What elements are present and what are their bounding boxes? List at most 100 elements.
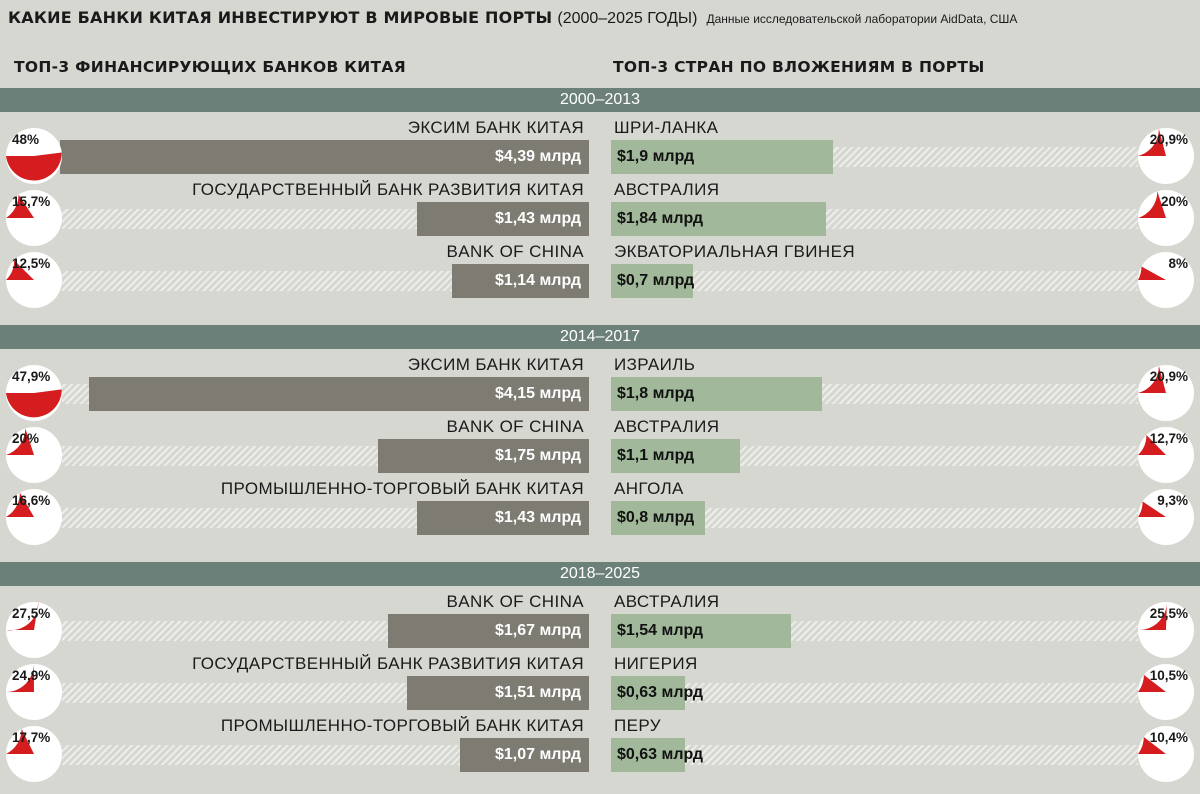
country-bar: [611, 140, 834, 174]
country-value-label: $0,7 млрд: [617, 272, 695, 289]
country-share-label: 20%: [1160, 194, 1188, 209]
country-share-pie: [1138, 664, 1194, 720]
bank-share-pie-slice: [6, 152, 62, 181]
country-share-label: 20,9%: [1149, 132, 1188, 147]
bank-value-label: $1,43 млрд: [494, 210, 581, 227]
bank-share-pie-slice: [6, 428, 34, 455]
bank-value-label: $4,39 млрд: [494, 148, 581, 165]
country-hatch-guide: [833, 147, 1138, 167]
bank-share-pie: [6, 664, 62, 720]
bank-value-label: $4,15 млрд: [494, 385, 581, 402]
bank-name-label: ГОСУДАРСТВЕННЫЙ БАНК РАЗВИТИЯ КИТАЯ: [192, 654, 584, 673]
bank-share-label: 27,5%: [12, 606, 51, 621]
country-share-pie-slice: [1138, 602, 1167, 631]
country-value-label: $0,63 млрд: [617, 684, 704, 701]
bank-bar: [416, 202, 589, 236]
country-hatch-guide: [684, 745, 1138, 765]
bank-share-pie: [6, 602, 62, 658]
country-value-label: $0,8 млрд: [617, 509, 695, 526]
country-share-pie-slice: [1138, 434, 1166, 455]
country-bar: [611, 377, 822, 411]
title-main: КАКИЕ БАНКИ КИТАЯ ИНВЕСТИРУЮТ В МИРОВЫЕ …: [8, 8, 553, 27]
bank-share-pie-slice: [6, 194, 34, 218]
bank-bar: [460, 738, 589, 772]
country-name-label: АВСТРАЛИЯ: [614, 592, 720, 611]
country-bar: [611, 202, 827, 236]
country-value-label: $1,54 млрд: [617, 622, 704, 639]
bank-name-label: ЭКСИМ БАНК КИТАЯ: [407, 118, 584, 137]
country-share-label: 10,5%: [1149, 668, 1188, 683]
country-hatch-guide: [791, 621, 1138, 641]
bank-hatch-guide: [62, 621, 388, 641]
bank-hatch-guide: [62, 745, 461, 765]
bank-bar: [451, 264, 589, 298]
bank-share-pie-slice: [6, 492, 34, 517]
countries-column-header: ТОП-3 СТРАН ПО ВЛОЖЕНИЯМ В ПОРТЫ: [613, 58, 985, 76]
bank-hatch-guide: [62, 209, 417, 229]
country-name-label: ЭКВАТОРИАЛЬНАЯ ГВИНЕЯ: [614, 242, 856, 261]
bank-share-label: 24,9%: [12, 668, 51, 683]
country-share-pie: [1138, 252, 1194, 308]
country-name-label: АНГОЛА: [614, 479, 684, 498]
period-band: 2014–2017: [0, 325, 1200, 349]
country-name-label: АВСТРАЛИЯ: [614, 417, 720, 436]
bank-value-label: $1,43 млрд: [494, 509, 581, 526]
country-name-label: ИЗРАИЛЬ: [614, 355, 696, 374]
country-share-pie: [1138, 489, 1194, 545]
bank-share-pie-slice: [6, 664, 34, 692]
bank-bar: [416, 501, 589, 535]
country-share-pie-slice: [1138, 365, 1166, 393]
bank-value-label: $1,75 млрд: [494, 447, 581, 464]
bank-value-label: $1,67 млрд: [494, 622, 581, 639]
country-share-pie: [1138, 365, 1194, 421]
country-share-label: 25,5%: [1149, 606, 1188, 621]
country-value-label: $1,1 млрд: [617, 447, 695, 464]
bank-hatch-guide: [62, 683, 408, 703]
country-share-pie: [1138, 602, 1194, 658]
country-value-label: $1,9 млрд: [617, 148, 695, 165]
bank-value-label: $1,51 млрд: [494, 684, 581, 701]
bank-value-label: $1,07 млрд: [494, 746, 581, 763]
bank-share-label: 20%: [12, 431, 40, 446]
bank-share-pie-slice: [6, 389, 62, 418]
country-hatch-guide: [821, 384, 1138, 404]
country-name-label: ПЕРУ: [614, 716, 661, 735]
country-share-pie-slice: [1138, 501, 1166, 517]
bank-share-pie: [6, 427, 62, 483]
bank-share-pie: [6, 190, 62, 246]
bank-share-pie: [6, 489, 62, 545]
country-value-label: $1,84 млрд: [617, 210, 704, 227]
bank-value-label: $1,14 млрд: [494, 272, 581, 289]
country-share-pie-slice: [1138, 191, 1166, 218]
bank-share-label: 16,6%: [12, 493, 51, 508]
country-hatch-guide: [692, 271, 1138, 291]
banks-column-header: ТОП-3 ФИНАНСИРУЮЩИХ БАНКОВ КИТАЯ: [14, 58, 406, 76]
country-bar: [611, 614, 792, 648]
bank-share-label: 12,5%: [12, 256, 51, 271]
country-share-pie: [1138, 128, 1194, 184]
country-share-label: 8%: [1168, 256, 1188, 271]
bank-bar: [60, 140, 589, 174]
bank-share-pie: [6, 128, 62, 184]
country-bar: [611, 439, 740, 473]
country-share-label: 10,4%: [1149, 730, 1188, 745]
country-name-label: ШРИ-ЛАНКА: [614, 118, 719, 137]
country-share-pie: [1138, 726, 1194, 782]
bank-bar: [407, 676, 589, 710]
bank-bar: [88, 377, 589, 411]
bank-hatch-guide: [62, 446, 379, 466]
bank-share-pie-slice: [6, 602, 39, 631]
bank-bar: [378, 439, 589, 473]
country-bar: [611, 501, 705, 535]
country-bar: [611, 676, 685, 710]
bank-share-label: 48%: [12, 132, 40, 147]
bank-hatch-guide: [62, 271, 452, 291]
country-value-label: $1,8 млрд: [617, 385, 695, 402]
source-note: Данные исследовательской лаборатории Aid…: [706, 12, 1018, 26]
country-share-pie: [1138, 190, 1194, 246]
bank-bar: [387, 614, 589, 648]
bank-hatch-guide: [62, 508, 417, 528]
country-share-pie-slice: [1138, 736, 1166, 754]
country-name-label: НИГЕРИЯ: [614, 654, 698, 673]
country-share-pie: [1138, 427, 1194, 483]
